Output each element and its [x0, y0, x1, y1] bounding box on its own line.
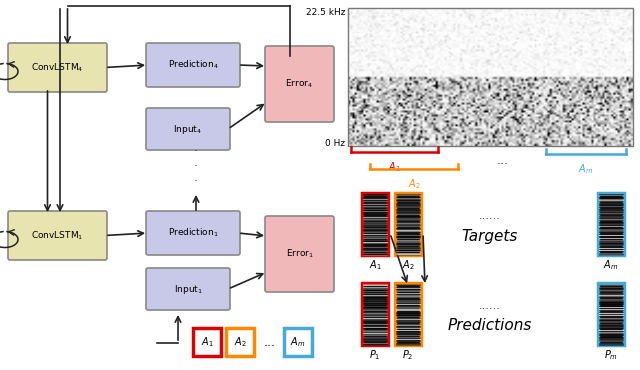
Bar [362, 193, 388, 255]
Text: Predictions: Predictions [448, 319, 532, 333]
FancyBboxPatch shape [8, 211, 107, 260]
Text: $A_m$: $A_m$ [604, 258, 619, 272]
Text: ConvLSTM$_1$: ConvLSTM$_1$ [31, 229, 84, 242]
Text: Error$_4$: Error$_4$ [285, 78, 314, 90]
Text: Prediction$_4$: Prediction$_4$ [168, 59, 218, 71]
FancyBboxPatch shape [146, 108, 230, 150]
Text: 22.5 kHz: 22.5 kHz [305, 7, 345, 17]
Text: $P_m$: $P_m$ [604, 348, 618, 362]
Text: $A_1$: $A_1$ [388, 160, 401, 174]
Bar [395, 283, 421, 345]
FancyBboxPatch shape [265, 216, 334, 292]
Bar [395, 193, 421, 255]
FancyBboxPatch shape [146, 211, 240, 255]
Text: ...: ... [497, 154, 509, 166]
Text: Input$_1$: Input$_1$ [173, 283, 202, 296]
FancyBboxPatch shape [146, 43, 240, 87]
Bar [362, 283, 388, 345]
Bar [193, 328, 221, 356]
Text: $A_1$: $A_1$ [369, 258, 381, 272]
Text: $A_1$: $A_1$ [200, 335, 213, 349]
Bar [226, 328, 254, 356]
Text: ...: ... [264, 336, 276, 349]
Text: $P_2$: $P_2$ [403, 348, 413, 362]
Text: ConvLSTM$_4$: ConvLSTM$_4$ [31, 61, 84, 74]
Bar [598, 283, 624, 345]
Text: $A_2$: $A_2$ [408, 177, 420, 191]
Bar [284, 328, 312, 356]
Text: Error$_1$: Error$_1$ [285, 248, 314, 260]
Text: $A_2$: $A_2$ [402, 258, 414, 272]
FancyBboxPatch shape [8, 43, 107, 92]
Text: ·
·
·: · · · [194, 145, 198, 188]
FancyBboxPatch shape [265, 46, 334, 122]
Text: Prediction$_1$: Prediction$_1$ [168, 227, 218, 239]
Bar [598, 193, 624, 255]
Text: $A_m$: $A_m$ [291, 335, 306, 349]
Text: ......: ...... [479, 211, 501, 221]
FancyBboxPatch shape [146, 268, 230, 310]
Text: $A_m$: $A_m$ [579, 162, 594, 176]
Text: $P_1$: $P_1$ [369, 348, 381, 362]
Text: 0 Hz: 0 Hz [325, 138, 345, 148]
Text: Targets: Targets [462, 229, 518, 243]
Text: ......: ...... [479, 301, 501, 311]
Bar [348, 8, 633, 146]
Text: $A_2$: $A_2$ [234, 335, 246, 349]
Text: Input$_4$: Input$_4$ [173, 122, 202, 135]
